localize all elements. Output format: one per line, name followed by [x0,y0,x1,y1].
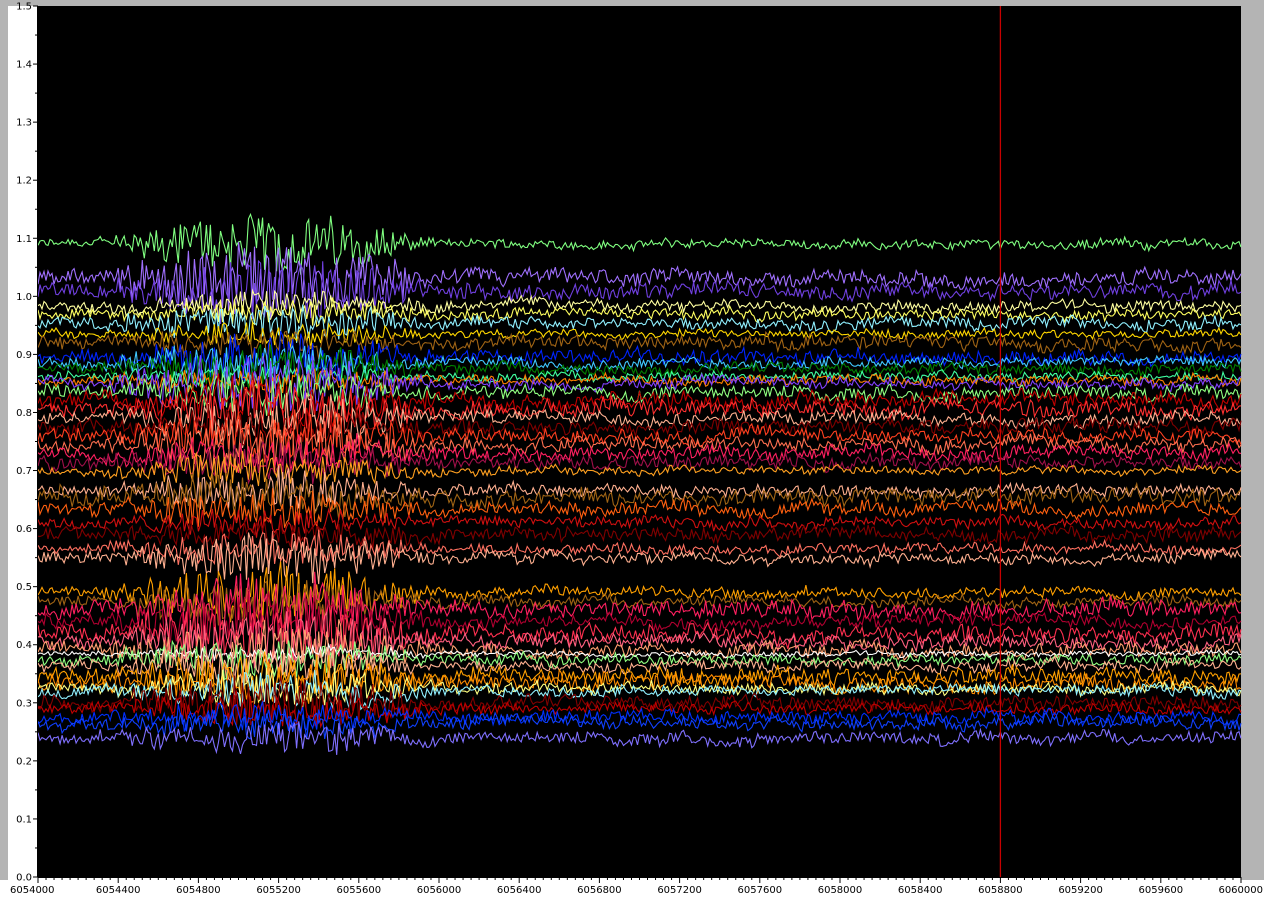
series-line-39 [37,642,1242,663]
y-tick-label: 0.0 [16,873,32,884]
series-line-26 [37,473,1242,520]
x-tick-label: 6054800 [176,885,221,896]
series-line-25 [37,465,1242,513]
series-line-6 [37,304,1242,343]
series-line-23 [37,440,1242,485]
top-frame-strip [0,0,1264,6]
x-tick-label: 6058800 [978,885,1023,896]
left-frame-strip [0,0,8,880]
series-line-12 [37,364,1242,390]
x-tick-label: 6055200 [256,885,301,896]
series-line-9 [37,330,1242,382]
series-line-35 [37,590,1242,650]
y-tick-label: 0.6 [16,524,32,535]
series-line-29 [37,519,1242,551]
y-tick-label: 0.5 [16,582,32,593]
series-line-43 [37,661,1242,703]
series-line-19 [37,403,1242,446]
series-line-20 [37,409,1242,463]
y-tick-label: 0.7 [16,466,32,477]
series-line-3 [37,259,1242,325]
series-line-31 [37,532,1242,585]
y-tick-label: 1.4 [16,60,32,71]
y-tick-label: 1.1 [16,234,32,245]
series-line-30 [37,529,1242,566]
series-line-38 [37,619,1242,680]
x-tick-label: 6056400 [497,885,542,896]
y-tick-label: 1.2 [16,176,32,187]
right-frame-strip [1241,0,1264,880]
series-line-45 [37,669,1242,711]
y-tick-label: 1.5 [16,2,32,13]
series-line-48 [37,701,1242,732]
y-tick-label: 0.3 [16,698,32,709]
series-line-4 [37,288,1242,320]
y-tick-label: 1.0 [16,292,32,303]
plot-area[interactable] [38,6,1241,877]
series-line-49 [37,708,1242,740]
x-tick-label: 6059200 [1058,885,1103,896]
series-line-24 [37,450,1242,487]
series-line-17 [37,380,1242,439]
x-tick-label: 6058000 [818,885,863,896]
x-tick-label: 6054000 [10,885,55,896]
x-tick-label: 6056000 [417,885,462,896]
x-tick-label: 6058400 [898,885,943,896]
y-tick-label: 0.9 [16,350,32,361]
series-line-37 [37,610,1242,672]
series-line-5 [37,297,1242,328]
y-tick-label: 0.1 [16,814,32,825]
series-line-50 [37,721,1242,755]
axes-group: 0.0 0.1 0.2 0.3 0.4 0.5 0.6 0.7 0.8 0.9 1.0 1.1 1.2 1… [10,2,1263,897]
series-line-34 [37,571,1242,643]
series-line-46 [37,675,1242,727]
x-tick-label: 6060000 [1218,885,1263,896]
series-group [37,212,1242,755]
x-tick-label: 6056800 [577,885,622,896]
series-line-28 [37,507,1242,538]
x-tick-label: 6054400 [96,885,141,896]
x-tick-label: 6057600 [738,885,783,896]
series-line-33 [37,580,1242,628]
series-line-14 [37,355,1242,418]
series-line-22 [37,433,1242,473]
x-tick-label: 6059600 [1139,885,1184,896]
x-tick-label: 6057200 [657,885,702,896]
y-tick-label: 1.3 [16,118,32,129]
series-line-44 [37,667,1242,708]
series-line-7 [37,322,1242,349]
y-tick-label: 0.4 [16,640,32,651]
series-line-13 [37,366,1242,394]
y-tick-label: 0.2 [16,756,32,767]
x-tick-label: 6055600 [337,885,382,896]
y-tick-label: 0.8 [16,408,32,419]
series-line-42 [37,651,1242,704]
